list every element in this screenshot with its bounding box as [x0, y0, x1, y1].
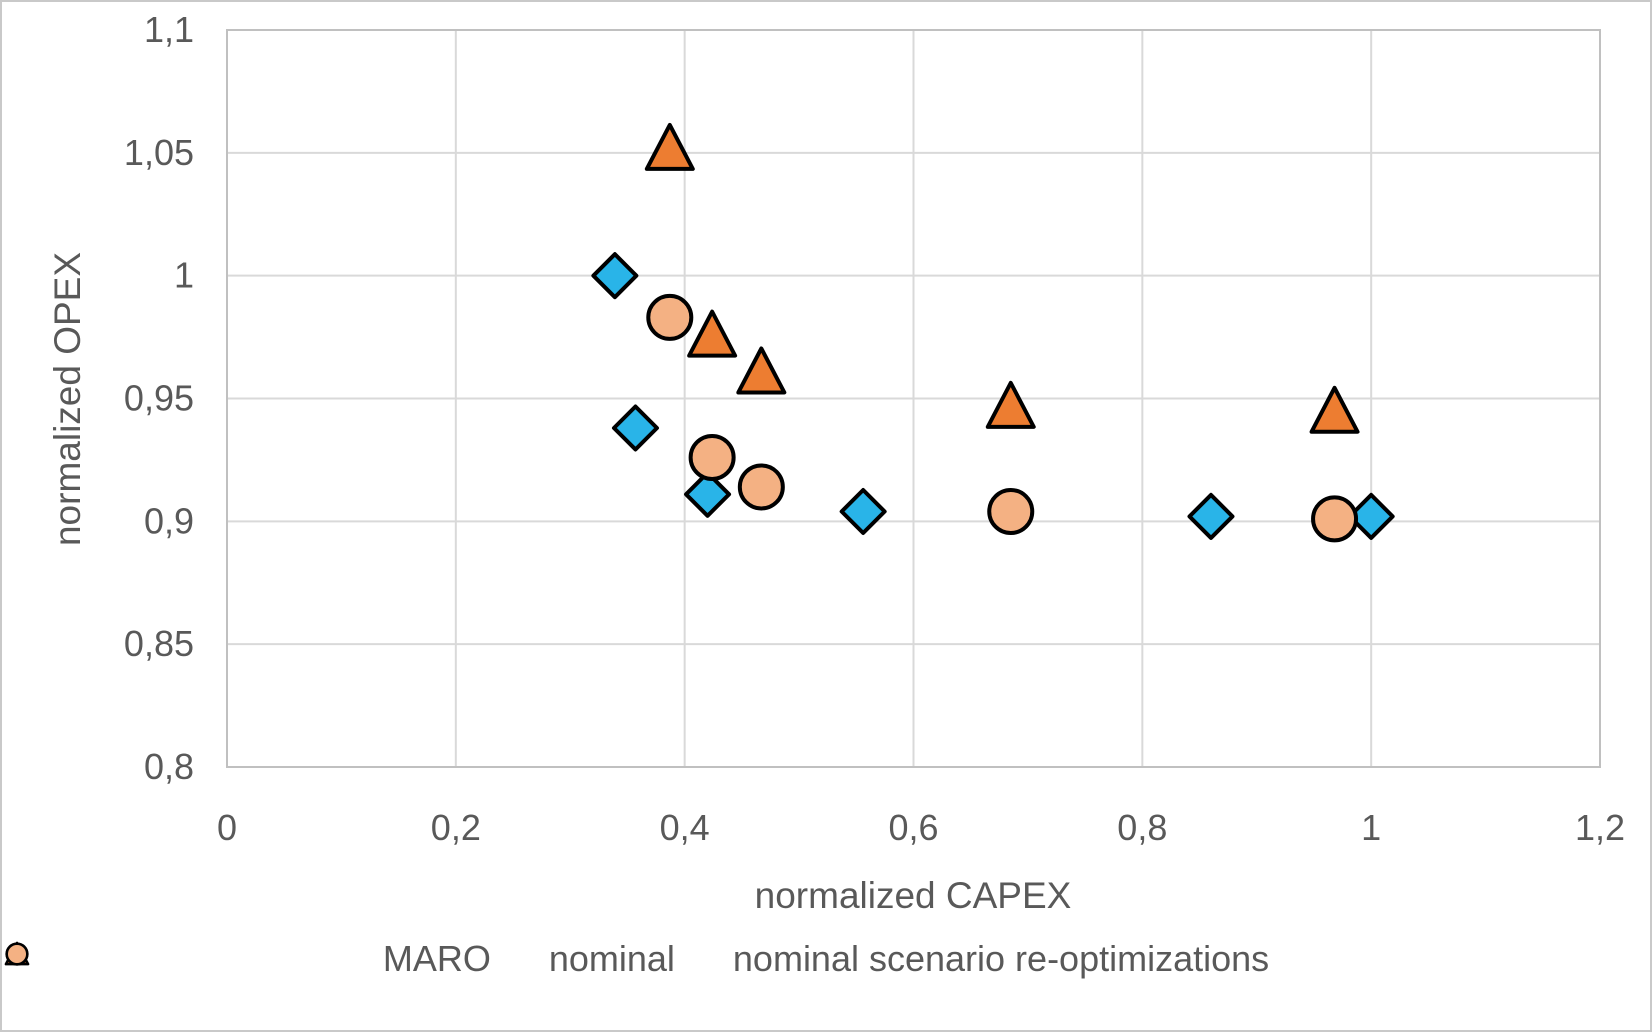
- y-tick-label: 1,1: [144, 9, 194, 50]
- x-tick-label: 1: [1361, 807, 1381, 848]
- y-tick-label: 1: [174, 255, 194, 296]
- x-tick-label: 1,2: [1575, 807, 1625, 848]
- y-tick-label: 1,05: [124, 132, 194, 173]
- x-axis-title: normalized CAPEX: [755, 875, 1072, 916]
- plot-area-border: [226, 29, 1601, 768]
- axis-tick-labels: 0 0,2 0,4 0,6 0,8 1 1,2 0,8 0,85 0,9 0,95 1 1,05 1,1: [124, 9, 1625, 848]
- legend-item: nominal: [5, 938, 675, 980]
- triangle-marker: [1309, 385, 1360, 434]
- circle-icon: [5, 942, 29, 966]
- circle-marker: [1311, 495, 1359, 543]
- y-tick-label: 0,8: [144, 746, 194, 787]
- x-tick-label: 0,4: [660, 807, 710, 848]
- diamond-marker: [839, 488, 887, 536]
- diamond-marker: [591, 252, 639, 300]
- triangle-marker: [736, 346, 787, 395]
- x-tick-label: 0,8: [1117, 807, 1167, 848]
- x-tick-label: 0: [217, 807, 237, 848]
- y-axis-title: normalized OPEX: [47, 252, 88, 546]
- diamond-marker: [1347, 492, 1395, 540]
- circle-marker: [688, 433, 736, 481]
- y-tick-label: 0,95: [124, 378, 194, 419]
- y-tick-label: 0,9: [144, 500, 194, 541]
- legend-label: nominal scenario re-optimizations: [732, 938, 1270, 979]
- circle-marker: [646, 293, 694, 341]
- data-points: [591, 122, 1395, 543]
- circle-icon: [5, 942, 29, 966]
- x-tick-label: 0,6: [888, 807, 938, 848]
- x-tick-label: 0,2: [431, 807, 481, 848]
- legend: MARO nominal nominal scenario re-optimizat…: [2, 938, 1650, 980]
- triangle-marker: [985, 380, 1036, 429]
- legend-label: MARO: [382, 938, 491, 979]
- diamond-marker: [684, 470, 732, 518]
- legend-item: MARO: [4, 938, 491, 980]
- y-tick-label: 0,85: [124, 623, 194, 664]
- circle-marker: [737, 463, 785, 511]
- legend-label: nominal: [548, 938, 675, 979]
- triangle-marker: [644, 122, 695, 171]
- triangle-marker: [687, 309, 738, 358]
- diamond-marker: [611, 404, 659, 452]
- legend-item: nominal scenario re-optimizations: [5, 938, 1270, 980]
- gridlines: [226, 29, 1601, 768]
- circle-marker: [987, 488, 1035, 536]
- diamond-marker: [1187, 492, 1235, 540]
